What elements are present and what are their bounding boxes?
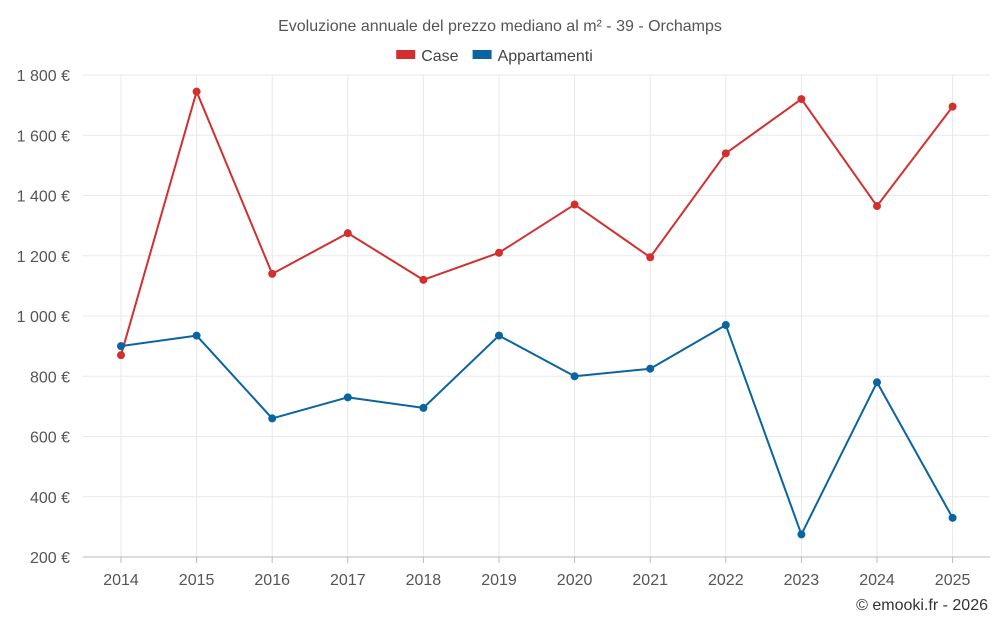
y-tick-label: 1 200 € [17,249,70,266]
data-point-case [721,149,730,158]
series-line-case [120,90,954,356]
data-point-case [948,102,957,111]
y-tick-label: 800 € [30,369,70,386]
x-tick-label: 2014 [103,572,139,589]
data-point-appartamenti [948,513,957,522]
chart-title: Evoluzione annuale del prezzo mediano al… [278,18,722,35]
data-point-case [343,229,352,238]
y-tick-label: 600 € [30,430,70,447]
series-line-appartamenti [120,324,954,536]
x-axis: 2014 2015 2016 2017 2018 2019 2020 2021 2022 2023… [83,556,990,589]
y-axis: 200 € 400 € 600 € 800 € 1 000 € 1 200 € 1 400 … [17,68,70,567]
y-tick-label: 1 600 € [17,128,70,145]
data-point-case [873,202,881,211]
x-tick-label: 2025 [935,572,971,589]
data-point-appartamenti [343,393,352,402]
data-point-case [570,200,579,209]
y-tick-label: 1 400 € [17,189,70,206]
x-tick-label: 2018 [406,572,442,589]
data-point-case [646,253,655,262]
data-point-appartamenti [495,331,503,340]
data-point-case [419,275,428,284]
data-point-appartamenti [873,378,881,387]
y-tick-label: 400 € [30,490,70,507]
x-tick-label: 2017 [330,572,366,589]
data-point-appartamenti [797,530,806,539]
x-tick-label: 2022 [708,572,744,589]
y-tick-label: 200 € [30,550,70,567]
data-point-case [192,87,201,96]
data-point-case [268,269,277,278]
data-point-appartamenti [721,321,730,330]
x-tick-label: 2016 [254,572,290,589]
legend-label-appartamenti: Appartamenti [498,48,593,65]
grid [83,74,990,558]
x-tick-label: 2020 [557,572,593,589]
series-group [117,87,957,539]
data-point-appartamenti [646,364,655,373]
x-tick-label: 2019 [481,572,517,589]
data-point-appartamenti [117,342,125,351]
x-tick-label: 2023 [784,572,820,589]
x-tick-label: 2015 [179,572,215,589]
data-point-appartamenti [192,331,201,340]
x-tick-label: 2024 [859,572,895,589]
data-point-case [117,351,125,360]
y-tick-label: 1 800 € [17,68,70,85]
x-tick-label: 2021 [632,572,668,589]
legend-label-case: Case [421,48,458,65]
y-tick-label: 1 000 € [17,309,70,326]
data-point-case [495,248,503,257]
data-point-appartamenti [570,372,579,381]
legend-swatch-case [396,50,416,59]
credit-text: © emooki.fr - 2026 [856,597,988,614]
data-point-case [797,95,806,104]
data-point-appartamenti [419,403,428,412]
data-point-appartamenti [268,414,277,423]
legend-swatch-appartamenti [472,50,492,59]
legend: Case Appartamenti [396,48,593,65]
